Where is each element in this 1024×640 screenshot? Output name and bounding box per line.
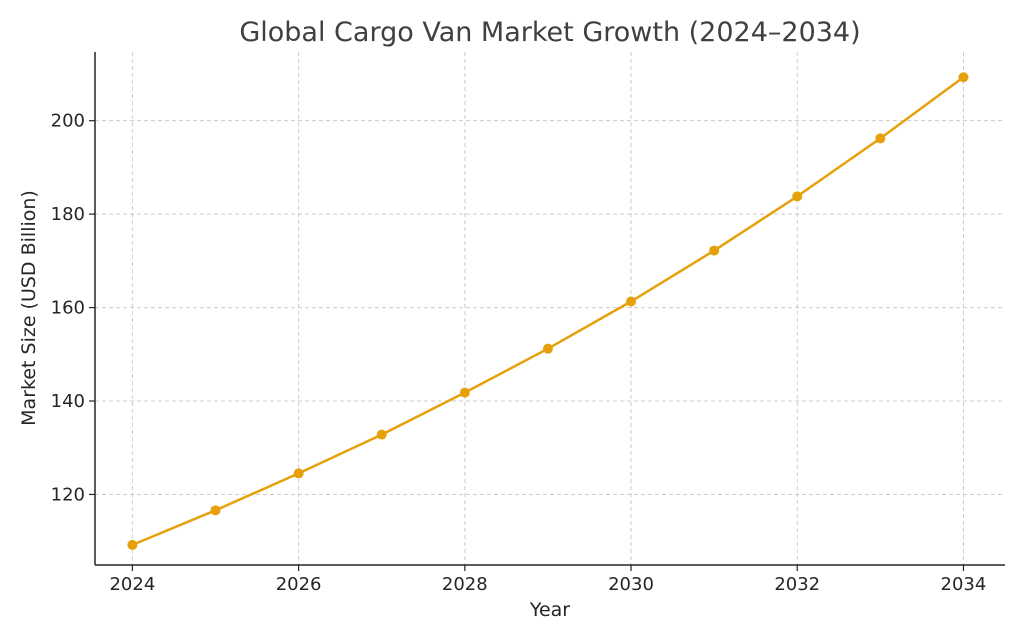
data-point xyxy=(958,72,969,83)
data-point xyxy=(293,468,304,479)
y-tick-label: 160 xyxy=(51,298,85,319)
x-axis-label: Year xyxy=(529,599,570,621)
data-point xyxy=(459,387,470,398)
y-tick-label: 120 xyxy=(51,484,85,505)
series-group xyxy=(127,72,969,550)
ticks: 2024 2026 2028 2030 2032 2034 120 140 160 180 200 xyxy=(51,111,987,595)
x-tick-label: 2032 xyxy=(774,574,820,595)
x-tick-label: 2034 xyxy=(941,574,987,595)
x-tick-label: 2028 xyxy=(442,574,488,595)
data-point xyxy=(127,539,138,550)
x-tick-label: 2024 xyxy=(109,574,155,595)
data-point xyxy=(210,505,221,516)
y-tick-label: 140 xyxy=(51,391,85,412)
y-tick-label: 200 xyxy=(51,111,85,132)
data-point xyxy=(792,191,803,202)
grid xyxy=(95,52,1005,565)
data-point xyxy=(626,296,637,307)
axes xyxy=(94,52,1005,566)
x-tick-label: 2030 xyxy=(608,574,654,595)
data-point xyxy=(709,245,720,256)
chart-title: Global Cargo Van Market Growth (2024–203… xyxy=(239,17,860,48)
y-axis-label: Market Size (USD Billion) xyxy=(18,190,40,426)
series-line xyxy=(131,75,965,547)
y-tick-label: 180 xyxy=(51,204,85,225)
data-point xyxy=(875,133,886,144)
x-tick-label: 2026 xyxy=(276,574,322,595)
data-point xyxy=(542,343,553,354)
data-point xyxy=(376,429,387,440)
